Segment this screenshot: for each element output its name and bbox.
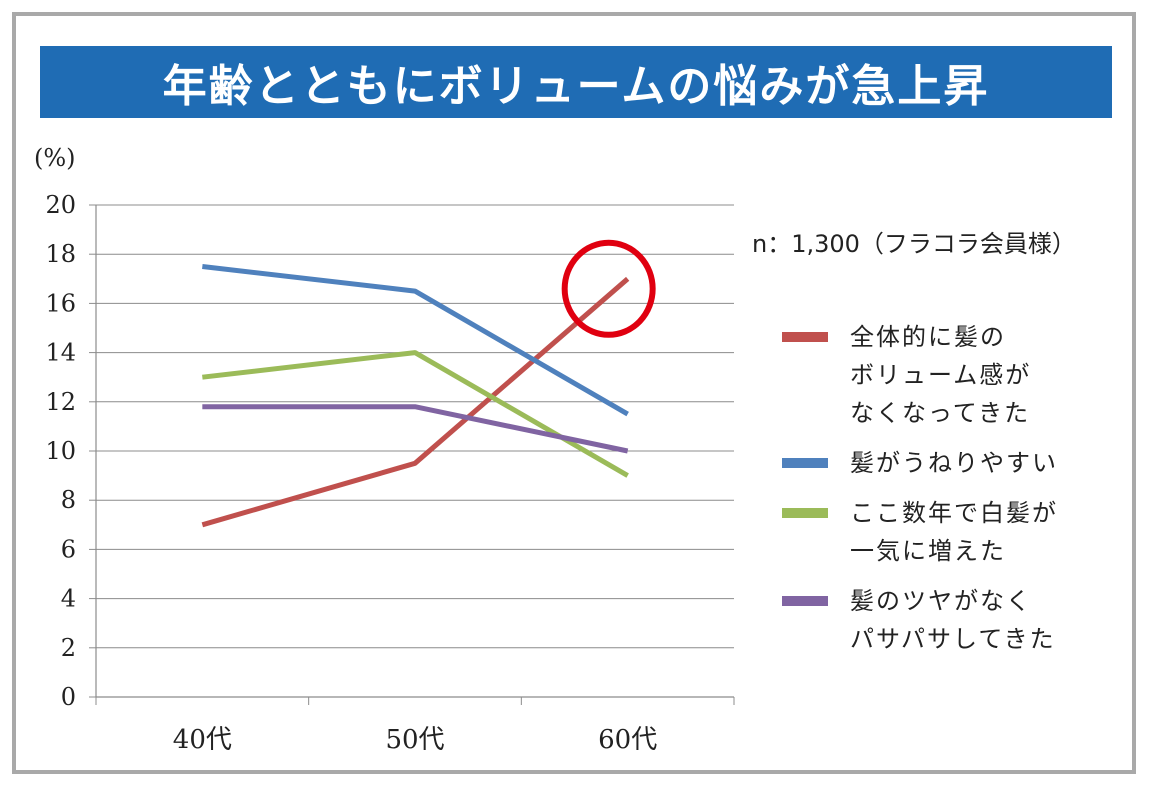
y-tick-label-10: 10 (45, 437, 76, 465)
y-tick-labels: 0 2 4 6 8 10 12 14 16 18 20 (45, 191, 76, 711)
y-tick-label-14: 14 (45, 339, 76, 367)
legend-item-3: ここ数年で白髪が 一気に増えた (782, 494, 1132, 570)
legend-swatch-2 (782, 458, 828, 468)
y-tick-label-4: 4 (61, 585, 76, 613)
x-tick-label-50代: 50代 (385, 725, 444, 755)
y-tick-label-8: 8 (61, 486, 76, 514)
legend-item-4: 髪のツヤがなく パサパサしてきた (782, 582, 1132, 658)
x-tick-label-40代: 40代 (173, 725, 232, 755)
legend-swatch-4 (782, 596, 828, 606)
legend: 全体的に髪の ボリューム感が なくなってきた髪がうねりやすいここ数年で白髪が 一… (782, 318, 1132, 670)
series-lines (201, 264, 630, 528)
sample-size-note: n：1,300（フラコラ会員様） (752, 230, 1076, 258)
x-tick-labels: 40代 50代 60代 (173, 725, 657, 755)
legend-swatch-1 (782, 332, 828, 342)
legend-label-3: ここ数年で白髪が 一気に増えた (850, 499, 1058, 565)
series-line-2 (202, 264, 629, 417)
legend-swatch-3 (782, 508, 828, 518)
grid-lines (96, 204, 734, 649)
y-tick-label-12: 12 (45, 388, 76, 416)
legend-label-1: 全体的に髪の ボリューム感が なくなってきた (850, 323, 1032, 427)
series-line-3 (202, 350, 629, 478)
legend-item-1: 全体的に髪の ボリューム感が なくなってきた (782, 318, 1132, 432)
series-line-1 (201, 276, 630, 528)
y-tick-label-20: 20 (45, 191, 76, 219)
y-tick-label-16: 16 (45, 289, 76, 317)
legend-item-2: 髪がうねりやすい (782, 444, 1132, 482)
chart-frame (12, 12, 1136, 774)
highlight-circle (561, 239, 656, 338)
x-tick-label-60代: 60代 (598, 725, 657, 755)
y-tick-label-18: 18 (45, 240, 76, 268)
legend-label-4: 髪のツヤがなく パサパサしてきた (850, 587, 1056, 653)
chart-title: 年齢とともにボリュームの悩みが急上昇 (40, 46, 1112, 118)
y-tick-label-2: 2 (61, 634, 76, 662)
y-axis-unit: (%) (34, 144, 76, 172)
axes (89, 204, 735, 705)
series-line-4 (202, 404, 629, 454)
legend-label-2: 髪がうねりやすい (850, 449, 1058, 477)
highlight-annotation (561, 239, 656, 338)
y-tick-label-0: 0 (61, 683, 76, 711)
y-tick-label-6: 6 (61, 535, 76, 563)
